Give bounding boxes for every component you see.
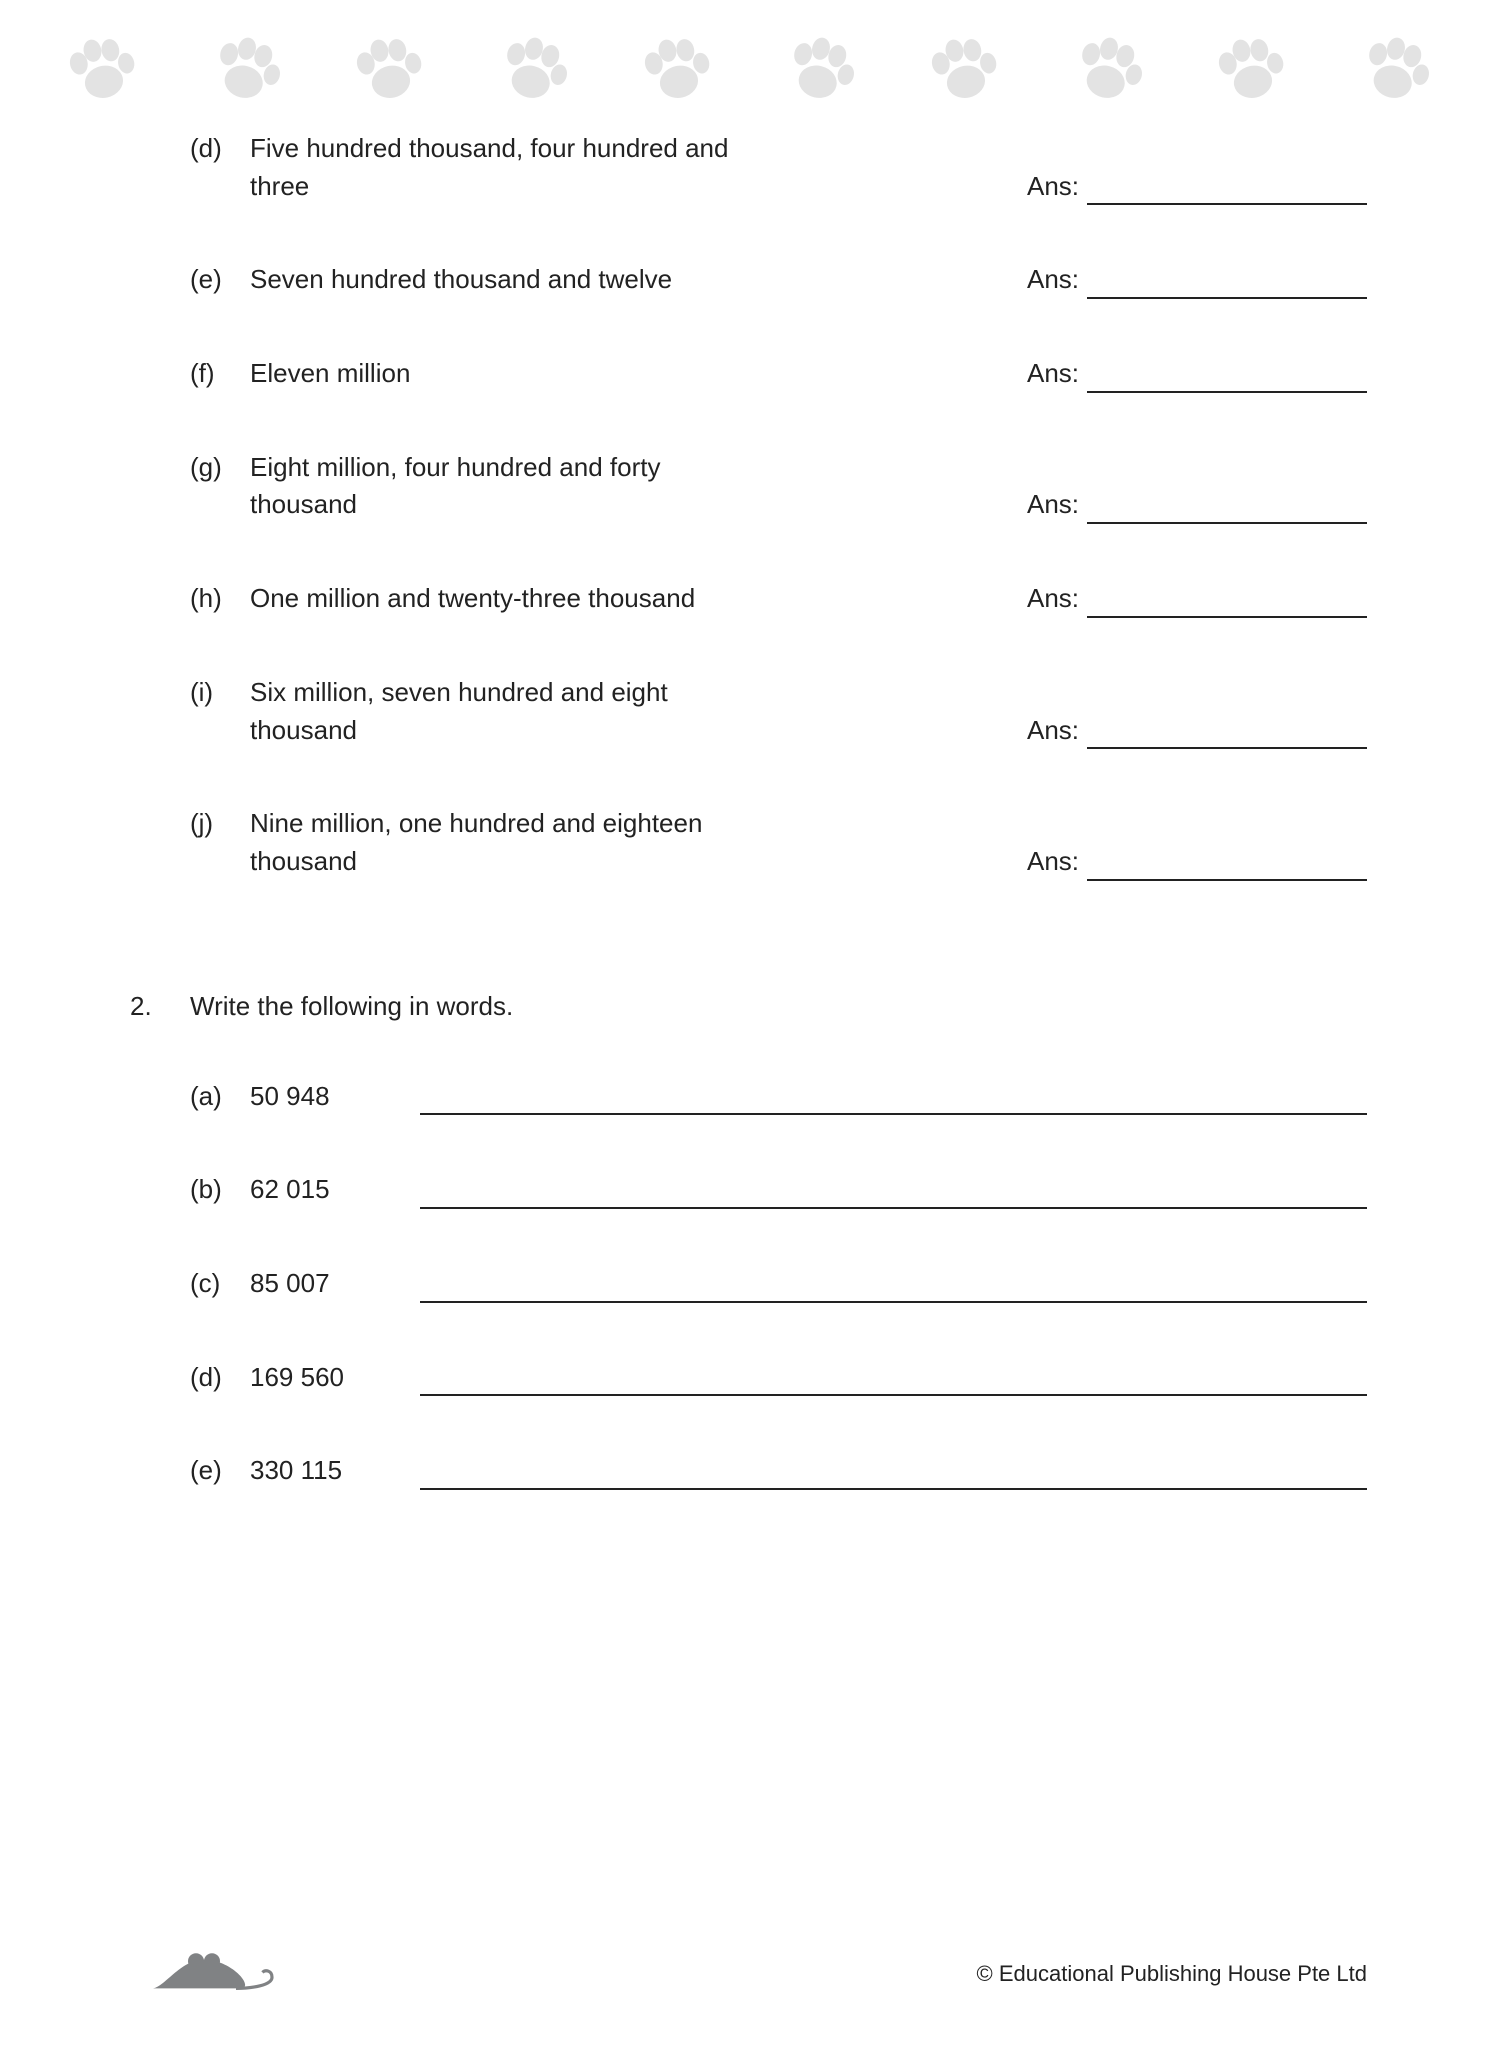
paw-icon: [484, 22, 582, 124]
answer-line[interactable]: [1087, 723, 1367, 749]
answer-box: Ans:: [1027, 486, 1367, 524]
answer-line[interactable]: [1087, 179, 1367, 205]
item-text: Nine million, one hundred and eighteen t…: [250, 805, 770, 880]
question-2-item: (d)169 560: [190, 1359, 1367, 1397]
item-letter: (a): [190, 1078, 250, 1116]
question-2-block: 2. Write the following in words. (a)50 9…: [130, 991, 1367, 1490]
answer-box: Ans:: [1027, 168, 1367, 206]
question-1-item: (d)Five hundred thousand, four hundred a…: [190, 130, 1367, 205]
item-text: Eight million, four hundred and forty th…: [250, 449, 770, 524]
item-text: Six million, seven hundred and eight tho…: [250, 674, 770, 749]
item-value: 50 948: [250, 1078, 410, 1116]
answer-line[interactable]: [420, 1464, 1367, 1490]
answer-box: Ans:: [1027, 261, 1367, 299]
question-2-item: (e)330 115: [190, 1452, 1367, 1490]
answer-label: Ans:: [1027, 168, 1079, 206]
paw-border: [0, 30, 1497, 115]
question-2-item: (a)50 948: [190, 1078, 1367, 1116]
worksheet-page: (d)Five hundred thousand, four hundred a…: [0, 0, 1497, 2048]
question-1-item: (h)One million and twenty-three thousand…: [190, 580, 1367, 618]
paw-icon: [629, 23, 725, 123]
answer-box: Ans:: [1027, 580, 1367, 618]
item-letter: (e): [190, 1452, 250, 1490]
question-1-item: (j)Nine million, one hundred and eightee…: [190, 805, 1367, 880]
answer-line[interactable]: [1087, 273, 1367, 299]
paw-icon: [196, 22, 294, 124]
answer-line[interactable]: [1087, 498, 1367, 524]
item-text: Eleven million: [250, 355, 770, 393]
question-2-items: (a)50 948 (b)62 015 (c)85 007 (d)169 560 (e)…: [190, 1078, 1367, 1490]
item-letter: (b): [190, 1171, 250, 1209]
question-1-items: (d)Five hundred thousand, four hundred a…: [190, 130, 1367, 881]
answer-line[interactable]: [420, 1277, 1367, 1303]
question-2-prompt: Write the following in words.: [190, 991, 513, 1022]
item-letter: (d): [190, 130, 250, 168]
item-letter: (e): [190, 261, 250, 299]
answer-box: Ans:: [1027, 355, 1367, 393]
answer-label: Ans:: [1027, 843, 1079, 881]
item-letter: (c): [190, 1265, 250, 1303]
answer-box: Ans:: [1027, 712, 1367, 750]
paw-icon: [1203, 23, 1299, 123]
answer-line[interactable]: [420, 1089, 1367, 1115]
item-value: 330 115: [250, 1452, 410, 1490]
item-letter: (d): [190, 1359, 250, 1397]
paw-icon: [916, 23, 1012, 123]
copyright-text: © Educational Publishing House Pte Ltd: [977, 1961, 1367, 1987]
item-letter: (i): [190, 674, 250, 712]
content-area: (d)Five hundred thousand, four hundred a…: [130, 130, 1367, 1490]
item-text: Five hundred thousand, four hundred and …: [250, 130, 770, 205]
answer-label: Ans:: [1027, 580, 1079, 618]
answer-box: Ans:: [1027, 843, 1367, 881]
question-1-item: (i)Six million, seven hundred and eight …: [190, 674, 1367, 749]
answer-line[interactable]: [420, 1370, 1367, 1396]
answer-line[interactable]: [1087, 592, 1367, 618]
paw-icon: [341, 23, 437, 123]
answer-label: Ans:: [1027, 261, 1079, 299]
question-1-item: (e)Seven hundred thousand and twelve Ans:: [190, 261, 1367, 299]
paw-icon: [1346, 22, 1444, 124]
question-2-number: 2.: [130, 991, 190, 1022]
answer-label: Ans:: [1027, 486, 1079, 524]
item-text: One million and twenty-three thousand: [250, 580, 770, 618]
answer-line[interactable]: [420, 1183, 1367, 1209]
question-1-item: (f)Eleven million Ans:: [190, 355, 1367, 393]
question-2-item: (b)62 015: [190, 1171, 1367, 1209]
page-footer: 2 © Educational Publishing House Pte Ltd: [0, 1950, 1497, 1998]
question-1-item: (g)Eight million, four hundred and forty…: [190, 449, 1367, 524]
answer-label: Ans:: [1027, 712, 1079, 750]
item-value: 169 560: [250, 1359, 410, 1397]
item-text: Seven hundred thousand and twelve: [250, 261, 770, 299]
page-number: 2: [112, 1968, 125, 1996]
paw-icon: [54, 23, 150, 123]
item-letter: (g): [190, 449, 250, 487]
answer-line[interactable]: [1087, 855, 1367, 881]
answer-line[interactable]: [1087, 367, 1367, 393]
item-value: 85 007: [250, 1265, 410, 1303]
answer-label: Ans:: [1027, 355, 1079, 393]
question-2-head: 2. Write the following in words.: [130, 991, 1367, 1022]
mouse-icon: 2: [0, 1950, 320, 1998]
item-letter: (f): [190, 355, 250, 393]
question-2-item: (c)85 007: [190, 1265, 1367, 1303]
item-value: 62 015: [250, 1171, 410, 1209]
item-letter: (j): [190, 805, 250, 843]
paw-icon: [771, 22, 869, 124]
item-letter: (h): [190, 580, 250, 618]
paw-icon: [1059, 22, 1157, 124]
